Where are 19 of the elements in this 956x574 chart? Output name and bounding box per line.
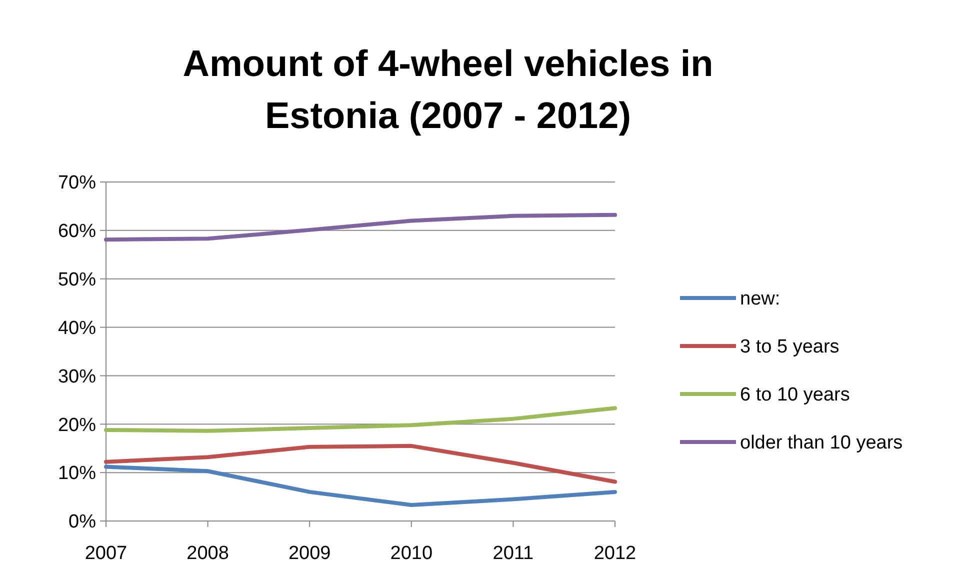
legend-label: 3 to 5 years: [740, 336, 840, 358]
chart-title: Amount of 4-wheel vehicles in Estonia (2007 - 2012): [182, 43, 714, 136]
legend-label: older than 10 years: [740, 432, 903, 454]
x-tick-label: 2009: [288, 543, 331, 564]
x-tick-label: 2010: [390, 543, 433, 564]
y-tick-label: 10%: [58, 463, 96, 484]
legend-label: 6 to 10 years: [740, 384, 850, 406]
x-tick-label: 2008: [186, 543, 229, 564]
y-tick-label: 60%: [58, 221, 96, 242]
y-tick-label: 70%: [58, 172, 96, 194]
x-tick-label: 2012: [594, 543, 636, 564]
y-tick-label: 0%: [68, 512, 96, 533]
y-tick-label: 20%: [58, 414, 96, 436]
y-tick-label: 40%: [58, 318, 96, 339]
y-tick-label: 30%: [58, 366, 96, 388]
x-tick-label: 2007: [84, 543, 128, 564]
legend-label: new:: [740, 288, 780, 310]
y-tick-label: 50%: [58, 270, 96, 291]
x-tick-label: 2011: [492, 543, 534, 564]
